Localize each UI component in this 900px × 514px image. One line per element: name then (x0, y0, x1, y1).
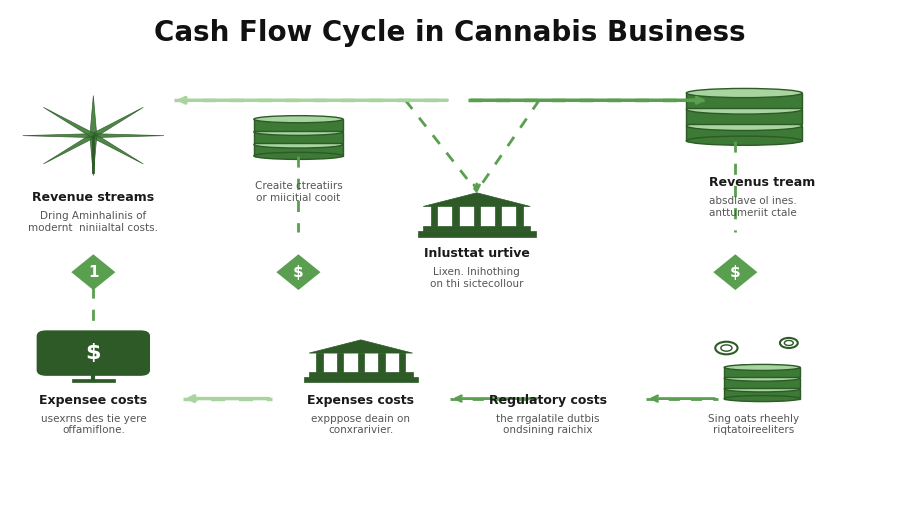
Bar (337, 353, 343, 372)
Ellipse shape (254, 141, 343, 148)
Text: Expensee costs: Expensee costs (40, 394, 148, 407)
Text: the rrgalatile dutbis
ondsining raichix: the rrgalatile dutbis ondsining raichix (496, 414, 599, 435)
Text: 1: 1 (88, 265, 99, 280)
Polygon shape (22, 134, 94, 138)
Ellipse shape (724, 396, 800, 401)
Text: usexrns des tie yere
offamiflone.: usexrns des tie yere offamiflone. (40, 414, 146, 435)
Bar (72, 379, 114, 382)
Text: absdlave ol ines.
anttumeriit ctale: absdlave ol ines. anttumeriit ctale (708, 196, 796, 218)
Bar (687, 109, 802, 124)
Text: $: $ (86, 343, 101, 363)
Bar (399, 353, 405, 372)
Bar (423, 226, 530, 231)
Polygon shape (43, 134, 95, 164)
Bar (254, 144, 343, 156)
Text: Dring Aminhalinis of
modernt  niniialtal costs.: Dring Aminhalinis of modernt niniialtal … (28, 211, 158, 233)
Text: Lixen. Inihothing
on thi sictecollour: Lixen. Inihothing on thi sictecollour (430, 267, 524, 289)
Bar (724, 389, 800, 398)
Bar (309, 372, 412, 377)
Polygon shape (94, 134, 164, 138)
Bar (495, 207, 501, 226)
Text: Regulatory costs: Regulatory costs (489, 394, 608, 407)
Bar (724, 378, 800, 388)
Bar (724, 368, 800, 377)
Bar (687, 93, 802, 108)
Ellipse shape (687, 105, 802, 114)
Ellipse shape (724, 386, 800, 392)
Bar (418, 231, 536, 237)
Polygon shape (69, 253, 117, 291)
Text: expppose deain on
conxrarivier.: expppose deain on conxrarivier. (311, 414, 410, 435)
Ellipse shape (254, 128, 343, 135)
Bar (517, 207, 523, 226)
Bar (687, 126, 802, 141)
Ellipse shape (687, 121, 802, 131)
Text: Revenus tream: Revenus tream (708, 176, 814, 189)
Text: $: $ (730, 265, 741, 280)
Polygon shape (43, 107, 95, 137)
Polygon shape (712, 253, 759, 291)
Bar (431, 207, 437, 226)
Text: Creaite ctreatiirs
or miicitial cooit: Creaite ctreatiirs or miicitial cooit (255, 181, 342, 203)
Bar (254, 132, 343, 143)
Polygon shape (309, 340, 412, 353)
Polygon shape (274, 253, 322, 291)
Polygon shape (90, 136, 97, 176)
Polygon shape (423, 193, 530, 207)
Text: Revenue streams: Revenue streams (32, 191, 155, 204)
Text: Sing oats rheehly
riqtatoireeliters: Sing oats rheehly riqtatoireeliters (707, 414, 798, 435)
Bar (378, 353, 384, 372)
Text: Cash Flow Cycle in Cannabis Business: Cash Flow Cycle in Cannabis Business (154, 20, 746, 47)
Text: Expenses costs: Expenses costs (307, 394, 414, 407)
Text: $: $ (293, 265, 303, 280)
Bar (473, 207, 480, 226)
Bar (317, 353, 322, 372)
Ellipse shape (687, 88, 802, 98)
Ellipse shape (687, 136, 802, 145)
Bar (357, 353, 364, 372)
Polygon shape (91, 134, 143, 164)
Bar (304, 377, 418, 382)
Ellipse shape (254, 116, 343, 123)
Polygon shape (90, 96, 97, 136)
Ellipse shape (254, 152, 343, 159)
Bar (452, 207, 459, 226)
FancyBboxPatch shape (37, 331, 149, 375)
Polygon shape (91, 107, 143, 137)
Text: Inlusttat urtive: Inlusttat urtive (424, 247, 530, 260)
Ellipse shape (724, 375, 800, 381)
Bar (254, 119, 343, 131)
Ellipse shape (724, 364, 800, 371)
